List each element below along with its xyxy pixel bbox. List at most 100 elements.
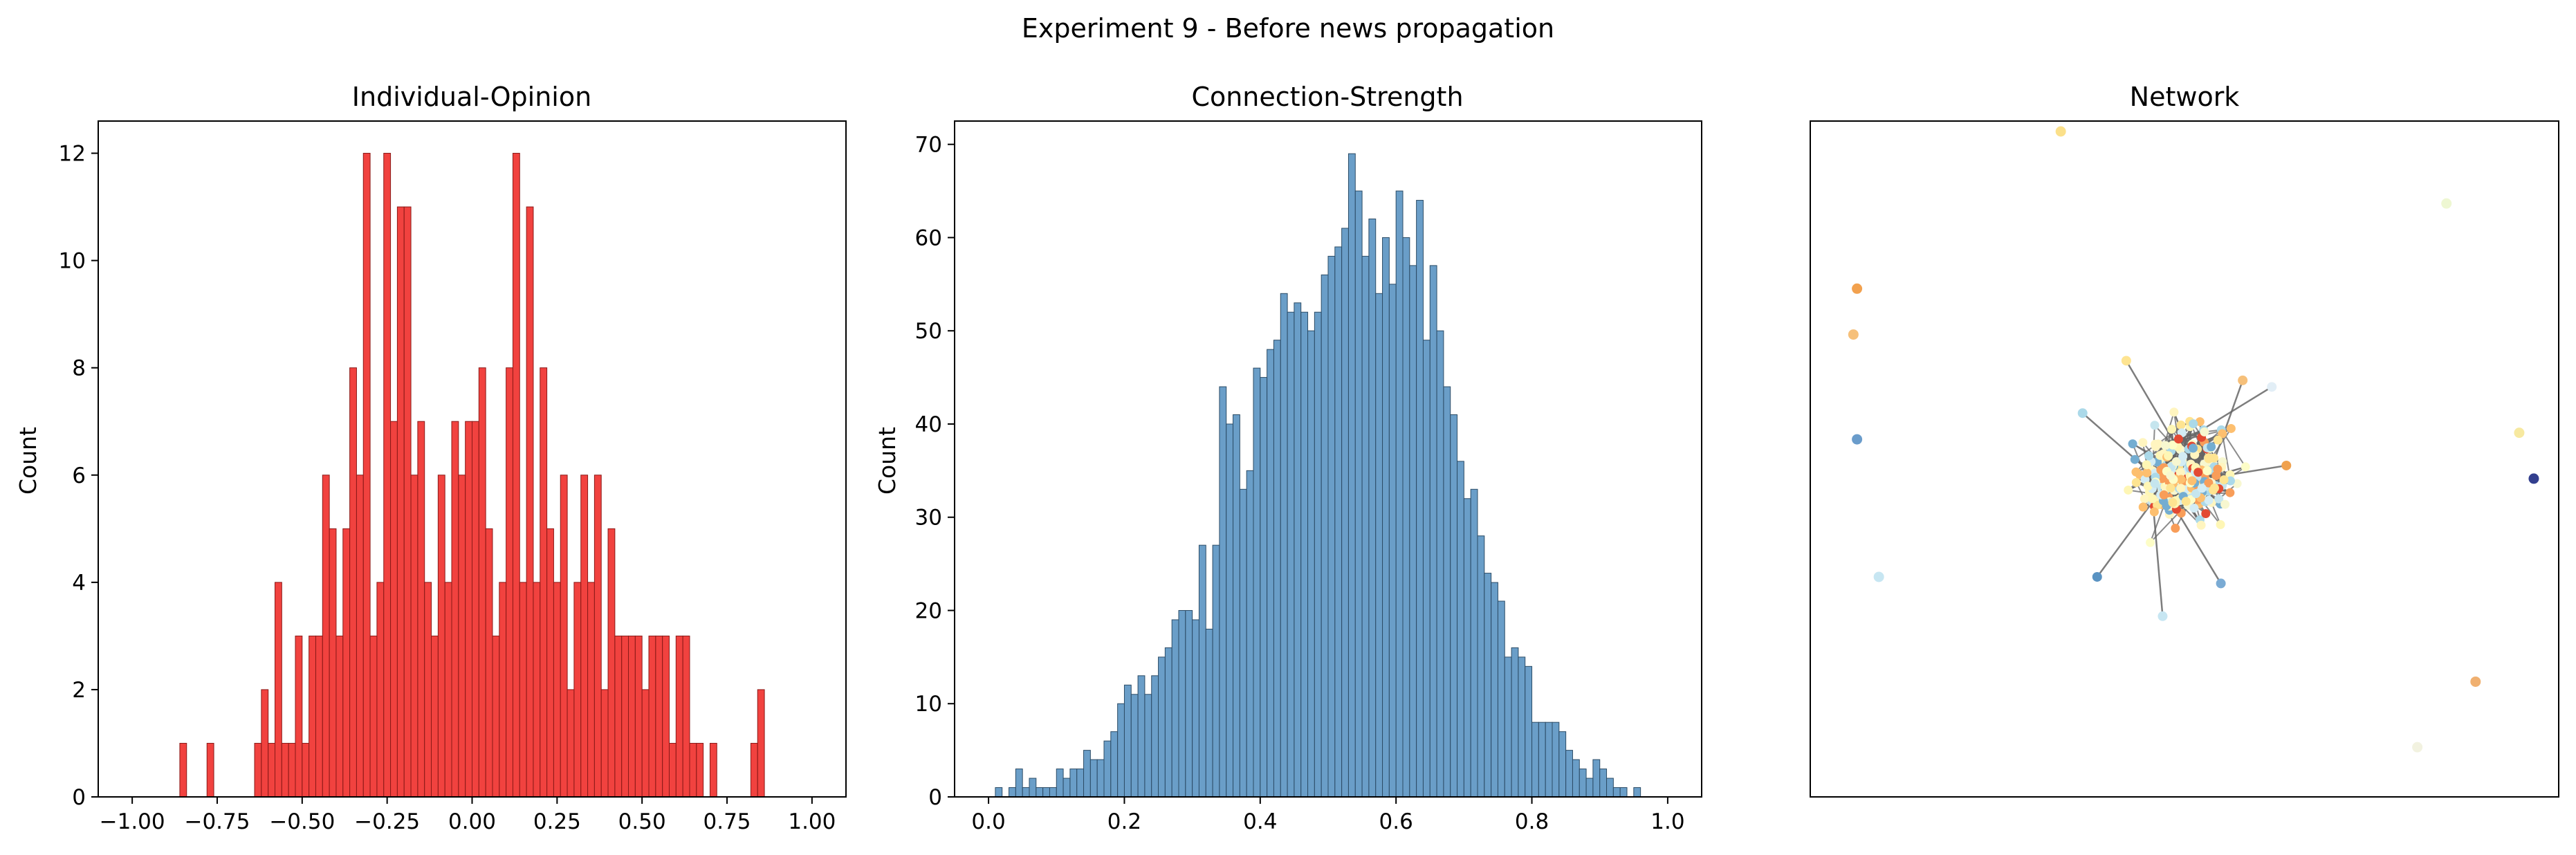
plot-frame-opinion [98, 120, 847, 798]
opinion-bar [444, 582, 452, 798]
network-node [2178, 452, 2188, 461]
strength-bar [1267, 349, 1274, 798]
opinion-x-tick-label: 1.00 [788, 809, 836, 834]
network-edge [2168, 454, 2209, 459]
strength-x-tick-label: 0.8 [1515, 809, 1549, 834]
opinion-bar [506, 367, 513, 798]
network-node [2130, 454, 2140, 464]
network-node [2142, 460, 2151, 470]
opinion-bar [655, 635, 663, 798]
opinion-x-tick-label: −0.50 [269, 809, 335, 834]
opinion-bar [281, 742, 289, 798]
strength-bar [1585, 778, 1594, 798]
strength-bar [1226, 423, 1234, 798]
opinion-y-tick-label: 8 [72, 356, 86, 381]
figure-suptitle: Experiment 9 - Before news propagation [1022, 13, 1554, 44]
network-node [2173, 434, 2183, 444]
network-node [2193, 468, 2203, 477]
strength-bar [1287, 311, 1295, 798]
strength-bar [1042, 787, 1050, 798]
strength-bar [1321, 274, 1329, 798]
strength-bar [1354, 190, 1363, 798]
strength-bar [1158, 656, 1166, 798]
strength-bar [1280, 293, 1288, 798]
strength-x-tick-label: 0.0 [971, 809, 1005, 834]
opinion-bar [288, 742, 296, 798]
network-node [2128, 439, 2137, 449]
strength-bar [1633, 787, 1641, 798]
opinion-bar [696, 742, 704, 798]
strength-bar [1395, 190, 1404, 798]
opinion-bar [261, 689, 269, 798]
network-node [2077, 408, 2088, 419]
network-node [2171, 457, 2181, 466]
opinion-bar [472, 421, 479, 798]
strength-y-tick-label: 40 [915, 412, 942, 437]
network-node [2143, 481, 2153, 491]
strength-y-tick-label: 70 [915, 133, 942, 158]
strength-bar [1531, 721, 1539, 798]
opinion-bar [648, 635, 656, 798]
axes-strength: 0.0 0.2 0.4 0.6 0.8 1.0 0 10 20 30 40 50 60 70 [915, 133, 1685, 834]
strength-bar [1375, 293, 1383, 798]
opinion-bar [533, 582, 541, 798]
network-node [2166, 470, 2175, 480]
strength-bar [1436, 330, 1444, 798]
strength-bar [1300, 311, 1309, 798]
network-node [2218, 429, 2227, 439]
opinion-x-tick-label: −0.75 [184, 809, 250, 834]
network-isolated-node [2470, 676, 2481, 687]
opinion-bar [431, 635, 439, 798]
strength-bar [1062, 778, 1071, 798]
opinion-bar [309, 635, 316, 798]
network-node [2200, 427, 2209, 436]
network-isolated-node [1852, 283, 1863, 294]
opinion-bar [206, 742, 214, 798]
strength-bar [1212, 544, 1220, 798]
strength-bar [1123, 684, 1132, 798]
strength-bar [1416, 200, 1424, 798]
opinion-bar [573, 582, 582, 798]
network-node [2238, 375, 2248, 385]
network-node [2092, 571, 2102, 582]
network-node [2138, 502, 2148, 512]
network-node [2204, 478, 2214, 488]
strength-bar [1497, 600, 1505, 798]
opinion-bar [390, 421, 398, 798]
network-node [2225, 488, 2235, 497]
network-node [2131, 467, 2141, 477]
opinion-bar [709, 742, 717, 798]
opinion-bar [600, 689, 609, 798]
opinion-bar [553, 582, 561, 798]
network-node [2219, 475, 2229, 485]
strength-bar [1198, 544, 1206, 798]
opinion-x-tick-label: 0.50 [618, 809, 666, 834]
network-node [2149, 507, 2159, 517]
opinion-bar [662, 635, 670, 798]
network-node [2204, 453, 2214, 463]
opinion-bar [329, 528, 337, 798]
strength-bar [1579, 769, 1587, 798]
bars-strength [995, 153, 1641, 798]
strength-bar [1151, 675, 1159, 798]
strength-bar [1518, 656, 1526, 798]
strength-bar [1260, 377, 1268, 798]
strength-bar [1599, 769, 1608, 798]
network-node [2213, 435, 2223, 445]
opinion-bar [614, 635, 623, 798]
network-isolated-node [2441, 198, 2452, 209]
opinion-bar [302, 742, 310, 798]
network-node [2166, 483, 2175, 493]
network-node [2167, 424, 2177, 434]
strength-y-tick-label: 50 [915, 319, 942, 344]
strength-bar [1382, 237, 1390, 798]
opinion-bar [322, 475, 330, 798]
strength-y-tick-label: 30 [915, 506, 942, 531]
network-node [2189, 419, 2198, 429]
network-node [2164, 451, 2173, 461]
network-node [2124, 485, 2133, 495]
strength-bar [1450, 414, 1458, 798]
strength-bar [1130, 694, 1139, 798]
strength-x-tick-label: 1.0 [1650, 809, 1684, 834]
opinion-bar [526, 206, 534, 798]
